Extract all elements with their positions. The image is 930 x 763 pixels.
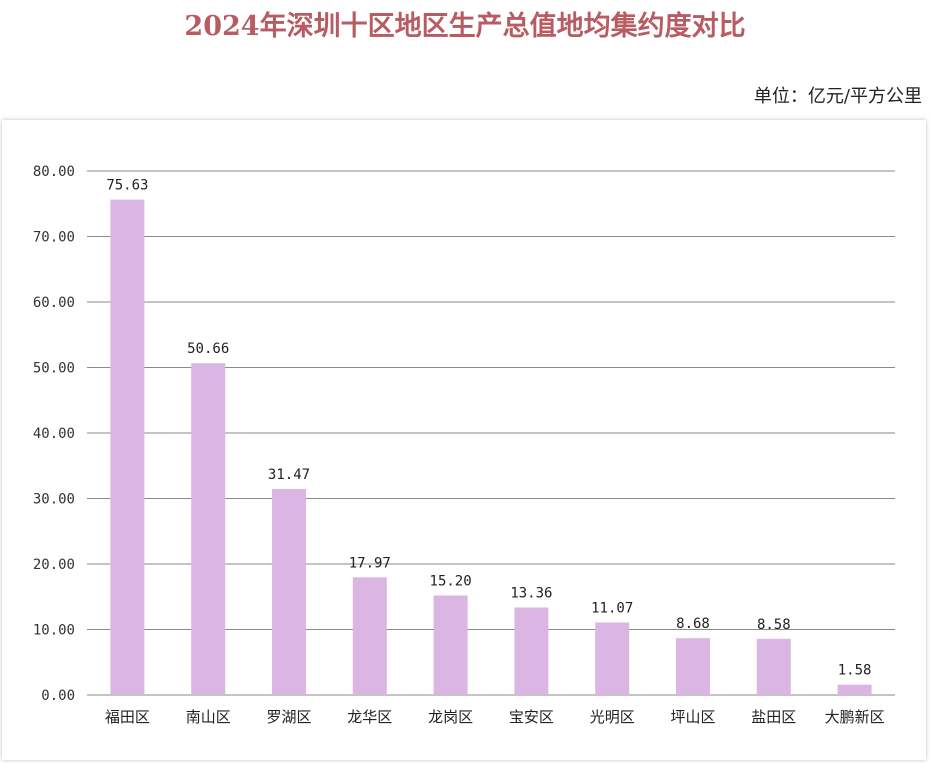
y-tick-label: 40.00 — [33, 426, 75, 442]
x-category-label: 盐田区 — [751, 708, 796, 726]
data-label: 8.58 — [757, 617, 791, 633]
data-label: 11.07 — [591, 600, 633, 616]
y-tick-label: 80.00 — [33, 164, 75, 180]
bar-chart: 0.00 10.00 20.00 30.00 40.00 50.00 60.00 70.00 8… — [33, 164, 895, 726]
unit-label: 单位：亿元/平方公里 — [753, 86, 922, 107]
y-tick-label: 70.00 — [33, 230, 75, 246]
chart-title: 2024年深圳十区地区生产总值地均集约度对比 — [184, 11, 746, 42]
y-tick-label: 30.00 — [33, 492, 75, 508]
x-category-label: 罗湖区 — [266, 708, 311, 726]
x-category-label: 宝安区 — [509, 708, 554, 726]
bar — [191, 363, 226, 695]
data-label: 31.47 — [268, 467, 310, 483]
data-label: 13.36 — [510, 585, 552, 601]
data-label: 8.68 — [676, 616, 710, 632]
y-tick-label: 20.00 — [33, 557, 75, 573]
y-tick-label: 0.00 — [41, 688, 75, 704]
bar — [352, 577, 387, 695]
x-category-label: 大鹏新区 — [825, 708, 885, 726]
y-tick-label: 10.00 — [33, 623, 75, 639]
bar — [514, 607, 549, 695]
data-label: 75.63 — [106, 178, 148, 194]
x-category-label: 龙岗区 — [428, 708, 473, 726]
data-label: 1.58 — [838, 663, 872, 679]
bar — [756, 638, 791, 695]
bar — [676, 638, 710, 695]
x-category-label: 福田区 — [105, 708, 150, 726]
y-tick-label: 60.00 — [33, 295, 75, 311]
bar — [837, 684, 872, 695]
chart-panel: 0.00 10.00 20.00 30.00 40.00 50.00 60.00 70.00 8… — [2, 120, 926, 760]
bar — [110, 199, 145, 695]
data-label: 17.97 — [349, 555, 391, 571]
bar — [272, 488, 306, 695]
bar — [595, 622, 630, 695]
x-category-label: 坪山区 — [670, 708, 715, 726]
x-category-label: 光明区 — [590, 708, 635, 726]
x-category-label: 南山区 — [186, 708, 231, 726]
bar — [433, 595, 468, 695]
data-label: 15.20 — [430, 573, 472, 589]
data-label: 50.66 — [187, 341, 229, 357]
y-tick-label: 50.00 — [33, 361, 75, 377]
x-category-label: 龙华区 — [347, 708, 392, 726]
